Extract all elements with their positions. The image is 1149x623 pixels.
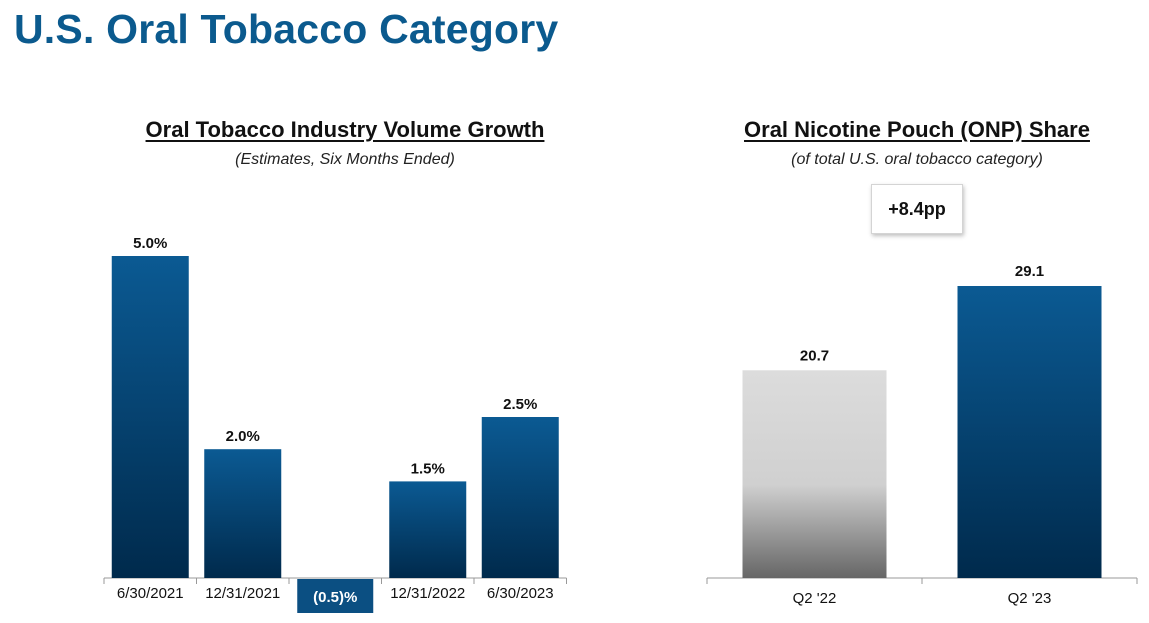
- volume-growth-bar: [204, 449, 282, 578]
- volume-growth-data-label: 2.0%: [226, 428, 260, 445]
- volume-growth-category-label: 12/31/2022: [390, 585, 465, 602]
- volume-growth-bar: [481, 417, 559, 578]
- volume-growth-category-label: 12/31/2021: [205, 585, 280, 602]
- onp-share-chart-subtitle: (of total U.S. oral tobacco category): [791, 151, 1043, 168]
- page-title: U.S. Oral Tobacco Category: [14, 6, 559, 52]
- volume-growth-chart-subtitle: (Estimates, Six Months Ended): [235, 151, 455, 168]
- volume-growth-data-label: 5.0%: [133, 235, 167, 252]
- onp-share-chart-title: Oral Nicotine Pouch (ONP) Share: [744, 117, 1090, 142]
- onp-share-chart: 20.7 Q2 '22 29.1 Q2 '23: [706, 263, 1138, 607]
- volume-growth-chart: 5.0% 6/30/2021 2.0% 12/31/2021 (0.5)% 1.5% 12/…: [103, 235, 567, 613]
- onp-share-bar: [742, 370, 887, 578]
- onp-share-category-label: Q2 '22: [793, 590, 837, 607]
- volume-growth-negative-label: (0.5)%: [313, 589, 357, 606]
- onp-share-category-label: Q2 '23: [1008, 590, 1052, 607]
- volume-growth-bar: [389, 481, 467, 578]
- onp-share-data-label: 29.1: [1015, 263, 1044, 280]
- volume-growth-category-label: 6/30/2023: [487, 585, 554, 602]
- volume-growth-chart-title: Oral Tobacco Industry Volume Growth: [145, 117, 545, 142]
- onp-share-bar: [957, 286, 1102, 578]
- volume-growth-data-label: 2.5%: [503, 396, 537, 413]
- volume-growth-bar: [111, 256, 189, 578]
- volume-growth-category-label: 6/30/2021: [117, 585, 184, 602]
- share-gain-callout: +8.4pp: [871, 184, 963, 234]
- onp-share-data-label: 20.7: [800, 347, 829, 364]
- volume-growth-negative-value-box: [297, 579, 374, 613]
- volume-growth-data-label: 1.5%: [411, 460, 445, 477]
